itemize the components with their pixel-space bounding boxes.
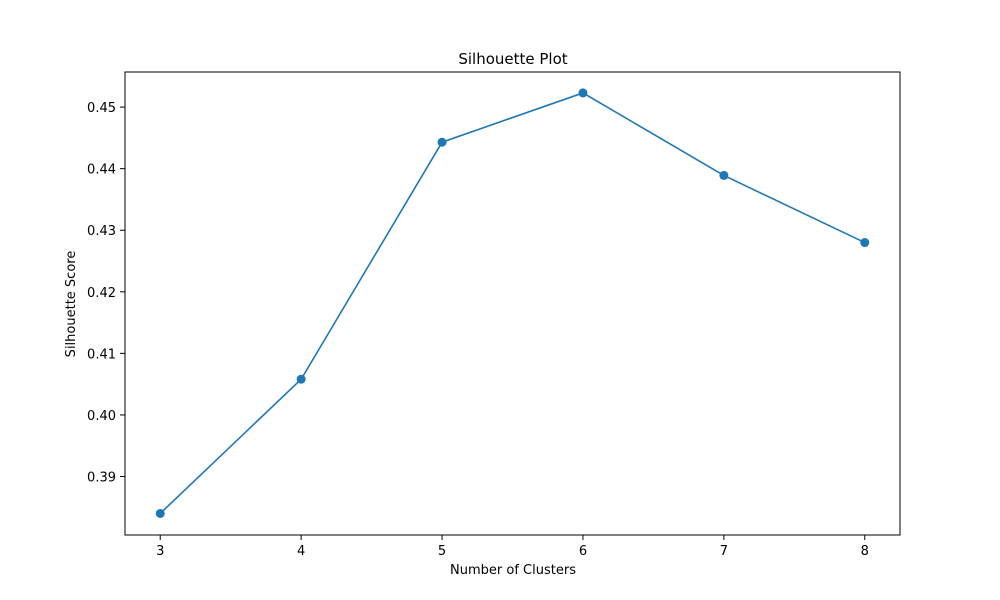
data-point [437, 137, 447, 147]
data-point [578, 88, 588, 98]
x-tick-label: 3 [156, 544, 164, 559]
axis-ticks: 3 4 5 6 7 8 0.39 0.40 0.41 0.42 0.43 0.44 0.45 [87, 101, 869, 559]
y-tick-label: 0.40 [87, 409, 116, 424]
x-tick-label: 5 [438, 544, 446, 559]
y-tick-label: 0.43 [87, 224, 116, 239]
y-tick-label: 0.41 [87, 347, 116, 362]
series-layer [155, 88, 870, 518]
data-point [155, 508, 165, 518]
x-tick-label: 6 [579, 544, 587, 559]
y-tick-label: 0.44 [87, 163, 116, 178]
y-tick-label: 0.45 [87, 101, 116, 116]
data-point [860, 238, 870, 248]
plot-frame [124, 71, 901, 536]
x-axis-label: Number of Clusters [450, 563, 576, 578]
data-point [296, 374, 306, 384]
series-line [159, 92, 866, 515]
chart-title: Silhouette Plot [458, 50, 567, 68]
y-tick-label: 0.39 [87, 471, 116, 486]
x-tick-label: 7 [720, 544, 728, 559]
data-point [719, 170, 729, 180]
y-tick-label: 0.42 [87, 286, 116, 301]
y-axis-label: Silhouette Score [64, 251, 79, 358]
x-tick-label: 4 [297, 544, 305, 559]
x-tick-label: 8 [861, 544, 869, 559]
